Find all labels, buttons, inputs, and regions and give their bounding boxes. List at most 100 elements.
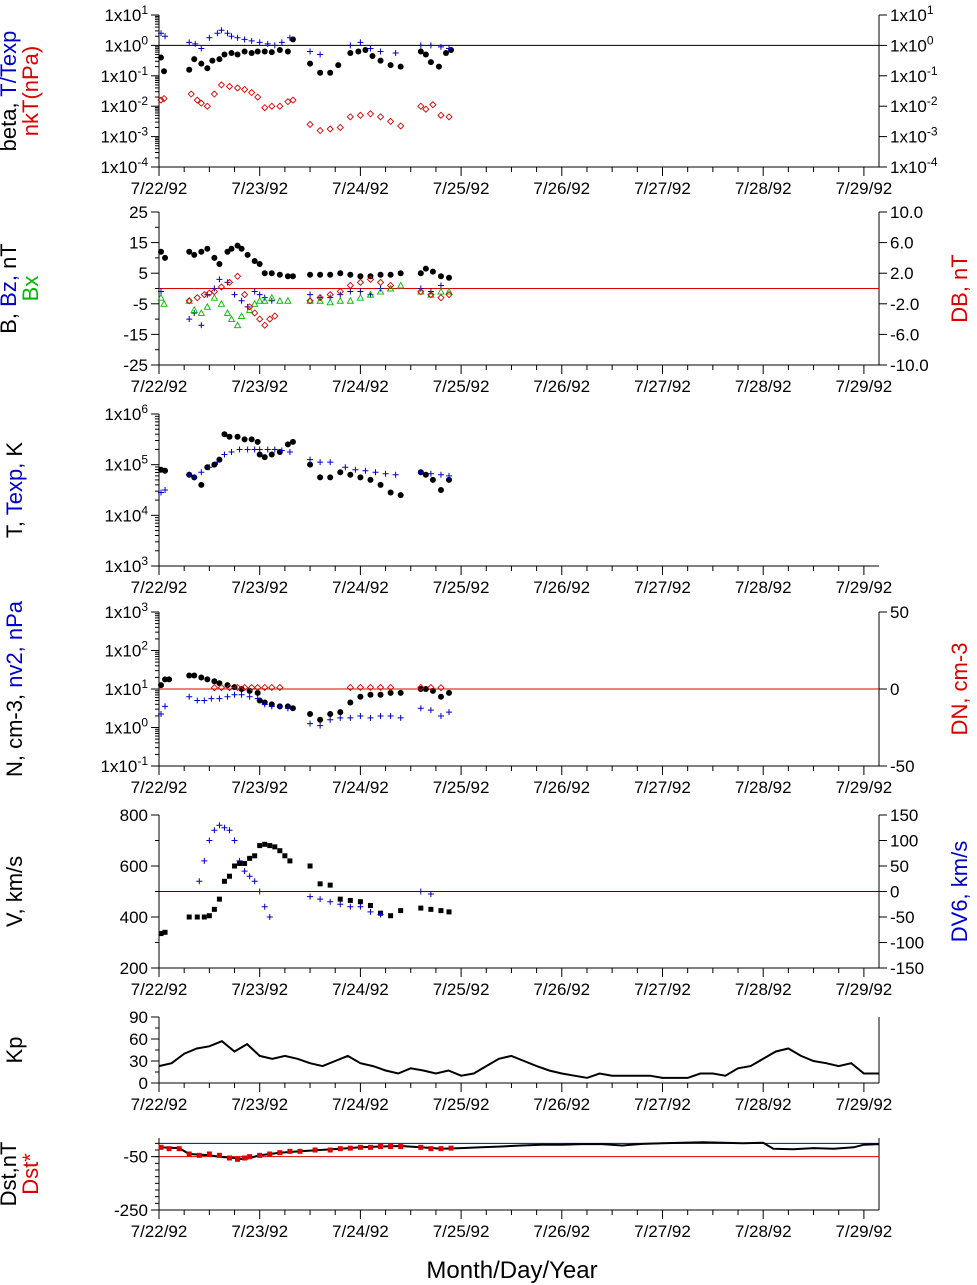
data-point [397,714,404,721]
data-point [210,293,219,301]
x-tick-label: 7/29/92 [836,1095,893,1114]
y-right-tick-label: -150 [890,959,924,978]
data-point [427,42,434,49]
data-point [437,712,444,719]
data-point [231,837,238,844]
data-point [192,40,199,47]
data-point [234,34,241,41]
data-point [198,60,205,67]
data-point [262,841,268,847]
data-point [204,245,211,252]
x-tick-label: 7/22/92 [131,377,188,396]
x-tick-label: 7/23/92 [231,980,288,999]
panel-velocity: 7/22/92 7/23/92 7/24/92 7/25/92 7/26/92 7/27/… [2,806,972,999]
data-point [437,693,444,700]
data-point [158,248,165,255]
series-0 [158,242,453,281]
data-point [418,1144,424,1150]
data-point [427,683,435,692]
data-point [306,297,314,305]
series-0 [158,431,453,499]
data-point [372,469,379,476]
data-point [257,843,263,849]
data-point [204,676,211,683]
data-point [272,844,278,850]
data-point [377,911,384,918]
data-point [238,297,245,304]
x-tick-label: 7/29/92 [836,179,893,198]
data-point [448,1145,454,1151]
data-point [335,62,342,69]
y-right-tick-label: 0 [890,883,899,902]
y-tick-label: 0 [139,1074,148,1093]
data-point [429,476,436,483]
data-point [377,481,384,488]
x-tick-label: 7/24/92 [332,179,389,198]
data-point [252,853,258,859]
panel-kp: 7/22/92 7/23/92 7/24/92 7/25/92 7/26/92 7/27/… [2,1008,892,1114]
data-point [347,699,354,706]
panel-bfield: 7/22/92 7/23/92 7/24/92 7/25/92 7/26/92 7/27/… [0,203,972,396]
data-point [186,471,193,478]
data-point [201,914,207,920]
x-tick-label: 7/27/92 [634,578,691,597]
data-point [356,683,365,692]
data-point [233,683,242,692]
data-point [271,446,278,453]
y-tick-label: 1x10-2 [100,94,148,116]
data-point [210,287,219,296]
data-point [211,906,217,912]
data-point [427,59,434,66]
data-point [193,96,201,104]
data-point [289,273,296,280]
data-point [160,299,168,307]
x-tick-label: 7/26/92 [533,578,590,597]
x-tick-label: 7/25/92 [433,778,490,797]
data-point [336,123,344,132]
data-point [245,303,254,311]
data-point [203,102,211,110]
data-point [217,81,226,89]
data-point [240,683,249,692]
data-point [228,245,235,252]
data-point [254,683,262,692]
x-tick-label: 7/26/92 [533,179,590,198]
data-point [276,703,283,710]
data-point [316,294,324,302]
series-line [158,1040,879,1079]
data-point [241,48,248,55]
data-point [367,908,374,915]
data-point [437,43,444,50]
data-point [194,697,201,704]
series-1 [158,27,453,58]
data-point [327,69,334,76]
data-point [254,689,261,696]
data-point [158,288,165,295]
data-point [347,714,354,721]
x-tick-label: 7/22/92 [131,179,188,198]
data-point [162,467,169,474]
x-tick-label: 7/29/92 [836,377,893,396]
data-point [417,705,424,712]
data-point [317,51,324,58]
data-point [221,824,228,831]
series-0 [158,672,453,723]
data-point [317,69,324,76]
data-point [201,697,208,704]
data-point [326,298,334,306]
data-point [442,50,449,56]
x-tick-label: 7/22/92 [131,578,188,597]
x-tick-label: 7/26/92 [533,377,590,396]
data-point [264,40,271,47]
y-right-tick-label: -50 [890,757,915,776]
data-point [417,42,424,49]
data-point [225,82,234,91]
data-point [326,290,334,299]
data-point [357,39,364,46]
panel-temp: 7/22/92 7/23/92 7/24/92 7/25/92 7/26/92 7/27/… [2,402,892,597]
data-point [204,65,211,72]
data-point [369,53,376,60]
data-point [221,878,227,884]
data-point [377,712,384,719]
data-point [347,288,354,295]
